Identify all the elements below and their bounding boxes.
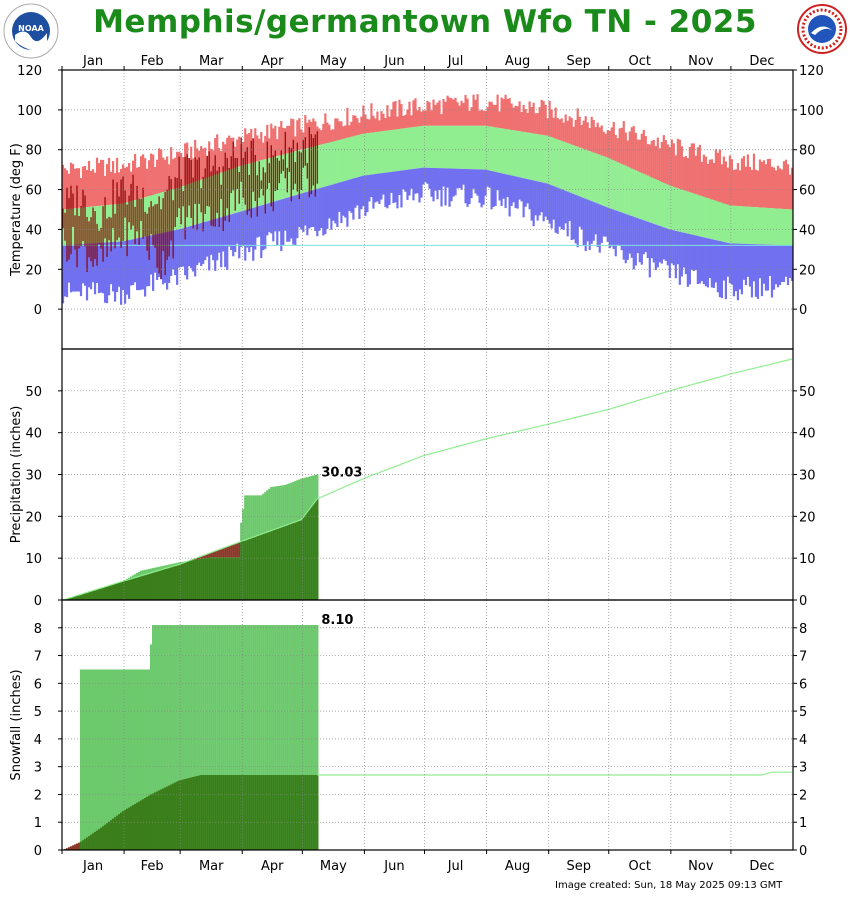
temperature-ytick-right: 100 bbox=[799, 104, 824, 119]
snowfall-ytick-left: 7 bbox=[34, 650, 42, 665]
month-label-bottom: Oct bbox=[629, 859, 651, 874]
snowfall-ytick-left: 8 bbox=[34, 622, 42, 637]
precipitation-ytick-right: 50 bbox=[799, 385, 816, 400]
temperature-ytick-left: 40 bbox=[25, 223, 42, 238]
month-label-top: Aug bbox=[505, 54, 530, 69]
snowfall-panel: 8.10 bbox=[62, 600, 793, 850]
precip-total-label: 30.03 bbox=[321, 465, 362, 480]
snowfall-ytick-right: 0 bbox=[799, 844, 807, 859]
month-label-top: Dec bbox=[749, 54, 774, 69]
snowfall-ylabel: Snowfall (inches) bbox=[9, 669, 24, 780]
image-created-footer: Image created: Sun, 18 May 2025 09:13 GM… bbox=[555, 880, 783, 891]
snowfall-ytick-right: 1 bbox=[799, 816, 807, 831]
snow-total-label: 8.10 bbox=[321, 613, 353, 628]
month-label-bottom: Mar bbox=[199, 859, 224, 874]
snowfall-ytick-right: 6 bbox=[799, 677, 807, 692]
precipitation-ytick-left: 10 bbox=[25, 552, 42, 567]
month-label-top: Jun bbox=[383, 54, 404, 69]
precipitation-ytick-left: 50 bbox=[25, 385, 42, 400]
temperature-ylabel: Temperature (deg F) bbox=[9, 143, 24, 277]
temperature-ytick-right: 40 bbox=[799, 223, 816, 238]
snowfall-ytick-left: 5 bbox=[34, 705, 42, 720]
temperature-ytick-right: 20 bbox=[799, 263, 816, 278]
precipitation-ylabel: Precipitation (inches) bbox=[9, 406, 24, 544]
snowfall-ytick-left: 0 bbox=[34, 844, 42, 859]
month-label-top: Sep bbox=[566, 54, 591, 69]
month-label-bottom: Dec bbox=[749, 859, 774, 874]
precipitation-ytick-left: 30 bbox=[25, 469, 42, 484]
temperature-ytick-right: 80 bbox=[799, 144, 816, 159]
month-label-top: Oct bbox=[629, 54, 651, 69]
temperature-ytick-left: 100 bbox=[17, 104, 42, 119]
snowfall-ytick-right: 3 bbox=[799, 761, 807, 776]
temperature-ytick-right: 120 bbox=[799, 64, 824, 79]
snowfall-ytick-left: 4 bbox=[34, 733, 42, 748]
month-label-bottom: May bbox=[320, 859, 347, 874]
month-label-top: May bbox=[320, 54, 347, 69]
month-label-top: Jul bbox=[447, 54, 464, 69]
month-label-bottom: Jun bbox=[383, 859, 404, 874]
precipitation-ytick-left: 20 bbox=[25, 510, 42, 525]
month-label-bottom: Jan bbox=[82, 859, 103, 874]
snowfall-ytick-right: 2 bbox=[799, 788, 807, 803]
temperature-ytick-left: 20 bbox=[25, 263, 42, 278]
nws-logo-icon bbox=[797, 4, 847, 54]
month-label-top: Nov bbox=[688, 54, 714, 69]
snowfall-ytick-right: 8 bbox=[799, 622, 807, 637]
snowfall-ytick-left: 1 bbox=[34, 816, 42, 831]
snowfall-frame bbox=[61, 599, 794, 851]
precipitation-ytick-right: 40 bbox=[799, 427, 816, 442]
precipitation-ytick-left: 0 bbox=[34, 594, 42, 609]
precipitation-ytick-right: 10 bbox=[799, 552, 816, 567]
snowfall-ytick-right: 7 bbox=[799, 650, 807, 665]
month-label-bottom: Nov bbox=[688, 859, 714, 874]
month-label-bottom: Apr bbox=[261, 859, 284, 874]
month-label-bottom: Feb bbox=[141, 859, 164, 874]
temperature-ytick-left: 80 bbox=[25, 144, 42, 159]
svg-text:NOAA: NOAA bbox=[18, 24, 44, 33]
month-label-bottom: Sep bbox=[566, 859, 591, 874]
temperature-panel bbox=[61, 70, 794, 349]
temperature-ytick-left: 0 bbox=[34, 303, 42, 318]
temperature-ytick-left: 60 bbox=[25, 184, 42, 199]
precipitation-ytick-right: 20 bbox=[799, 510, 816, 525]
snow-normal-line bbox=[317, 771, 792, 776]
month-label-top: Apr bbox=[261, 54, 284, 69]
snowfall-ytick-right: 5 bbox=[799, 705, 807, 720]
snowfall-ytick-left: 2 bbox=[34, 788, 42, 803]
precip-normal-line bbox=[62, 358, 793, 601]
month-label-top: Feb bbox=[141, 54, 164, 69]
month-label-bottom: Aug bbox=[505, 859, 530, 874]
month-label-bottom: Jul bbox=[447, 859, 464, 874]
chart-title: Memphis/germantown Wfo TN - 2025 bbox=[93, 4, 757, 40]
month-label-top: Jan bbox=[82, 54, 103, 69]
precipitation-ytick-right: 30 bbox=[799, 469, 816, 484]
snowfall-ytick-left: 6 bbox=[34, 677, 42, 692]
noaa-logo-icon: NOAA bbox=[3, 3, 59, 59]
snowfall-ytick-left: 3 bbox=[34, 761, 42, 776]
precipitation-ytick-left: 40 bbox=[25, 427, 42, 442]
temperature-ytick-left: 120 bbox=[17, 64, 42, 79]
temperature-ytick-right: 60 bbox=[799, 184, 816, 199]
precipitation-ytick-right: 0 bbox=[799, 594, 807, 609]
temperature-ytick-right: 0 bbox=[799, 303, 807, 318]
month-label-top: Mar bbox=[199, 54, 224, 69]
snowfall-ytick-right: 4 bbox=[799, 733, 807, 748]
